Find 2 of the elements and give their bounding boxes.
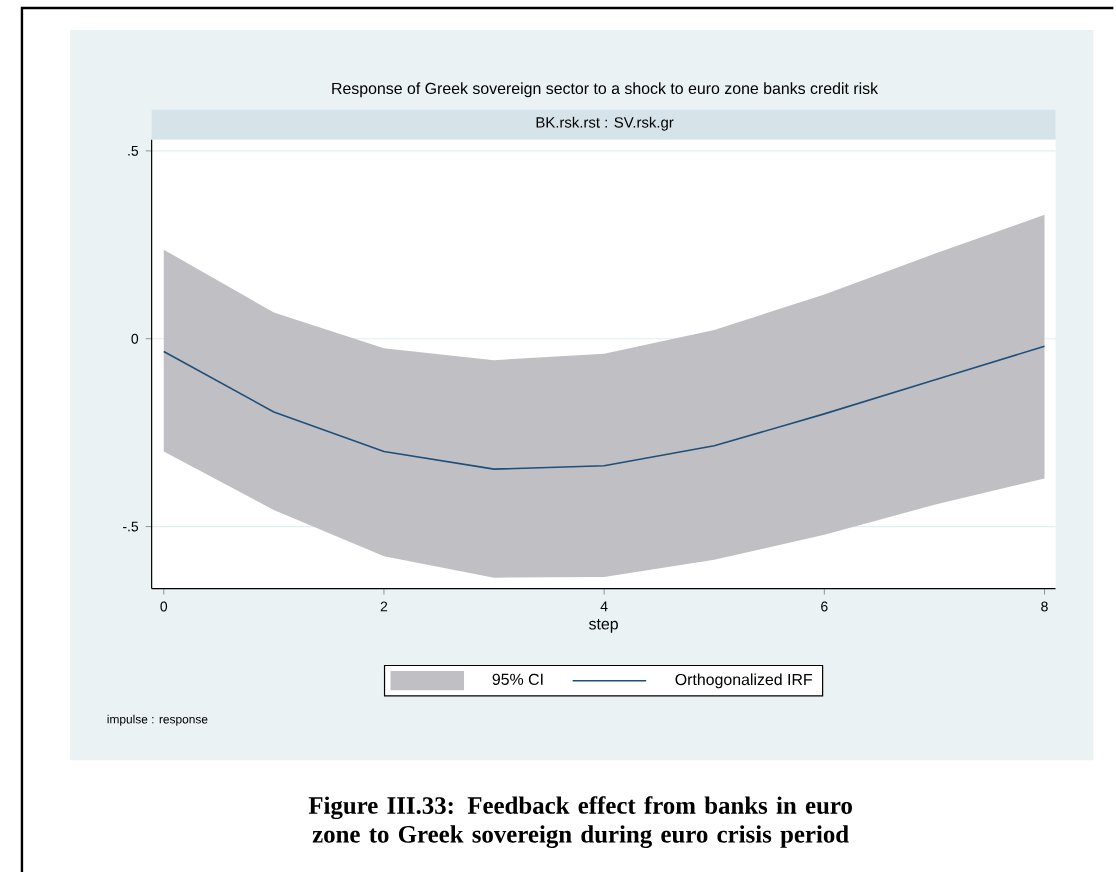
text: Figure III.33: Feedback effect from banks in euro zone to Greek sovereign during euro crisis period [308, 796, 852, 848]
line-series [162, 345, 1046, 470]
